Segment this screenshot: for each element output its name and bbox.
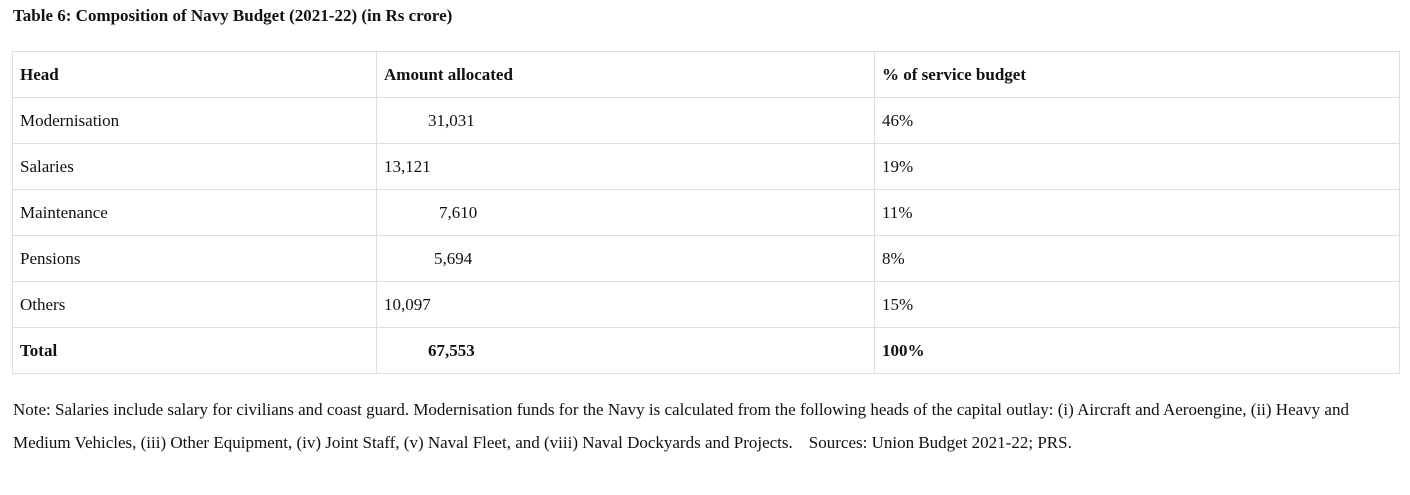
- table-row: Others 10,097 15%: [12, 281, 1400, 328]
- table-header-row: Head Amount allocated % of service budge…: [12, 51, 1400, 98]
- total-percent: 100%: [874, 327, 1400, 374]
- column-header-percent: % of service budget: [874, 51, 1400, 98]
- total-head: Total: [12, 327, 377, 374]
- row-amount: 7,610: [376, 189, 875, 236]
- row-percent: 19%: [874, 143, 1400, 190]
- row-head: Salaries: [12, 143, 377, 190]
- row-amount: 10,097: [376, 281, 875, 328]
- note-sources: Sources: Union Budget 2021-22; PRS.: [808, 433, 1072, 452]
- row-head: Modernisation: [12, 97, 377, 144]
- table-row: Salaries 13,121 19%: [12, 143, 1400, 190]
- row-percent: 8%: [874, 235, 1400, 282]
- row-head: Maintenance: [12, 189, 377, 236]
- table-note: Note: Salaries include salary for civili…: [13, 393, 1398, 459]
- row-percent: 11%: [874, 189, 1400, 236]
- table-total-row: Total 67,553 100%: [12, 327, 1400, 374]
- row-head: Others: [12, 281, 377, 328]
- row-percent: 46%: [874, 97, 1400, 144]
- table-row: Pensions 5,694 8%: [12, 235, 1400, 282]
- row-percent: 15%: [874, 281, 1400, 328]
- table-title: Table 6: Composition of Navy Budget (202…: [13, 6, 453, 25]
- column-header-head: Head: [12, 51, 377, 98]
- note-text: Note: Salaries include salary for civili…: [13, 400, 1349, 452]
- row-amount: 31,031: [376, 97, 875, 144]
- column-header-amount: Amount allocated: [376, 51, 875, 98]
- navy-budget-table: Head Amount allocated % of service budge…: [12, 51, 1400, 374]
- row-amount: 13,121: [376, 143, 875, 190]
- row-amount: 5,694: [376, 235, 875, 282]
- total-amount: 67,553: [376, 327, 875, 374]
- table-row: Modernisation 31,031 46%: [12, 97, 1400, 144]
- table-row: Maintenance 7,610 11%: [12, 189, 1400, 236]
- row-head: Pensions: [12, 235, 377, 282]
